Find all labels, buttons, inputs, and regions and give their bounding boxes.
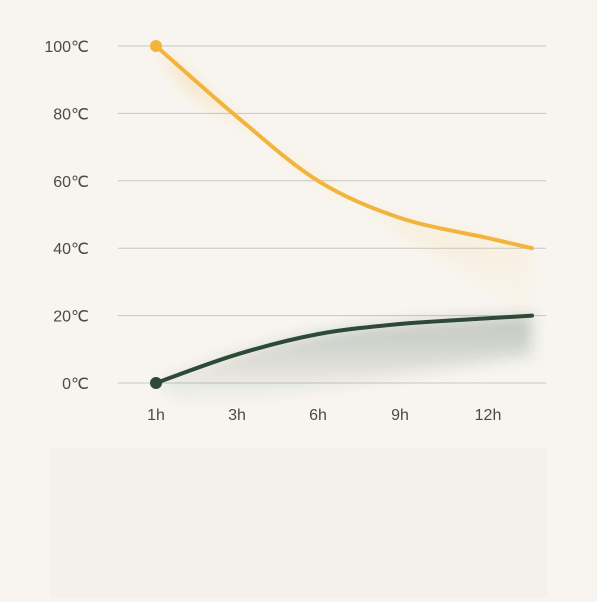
x-tick-label: 6h <box>309 407 327 424</box>
y-tick-label: 60℃ <box>53 174 89 191</box>
x-tick-label: 3h <box>228 407 246 424</box>
series-line-2 <box>154 313 534 385</box>
x-tick-label: 12h <box>475 407 502 424</box>
y-tick-label: 40℃ <box>53 241 89 258</box>
y-tick-label: 80℃ <box>53 106 89 123</box>
x-tick-label: 1h <box>147 407 165 424</box>
line-shadows <box>156 46 532 407</box>
series-lines <box>150 40 534 389</box>
series-line-2-glow <box>156 315 532 407</box>
series-line-1-start-point <box>150 40 162 52</box>
y-tick-label: 100℃ <box>44 39 89 56</box>
bottom-background-panel <box>50 448 547 597</box>
x-tick-label: 9h <box>391 407 409 424</box>
series-line-1 <box>154 44 534 251</box>
y-axis-tick-labels: 100℃ 80℃ 60℃ 40℃ 20℃ 0℃ <box>44 39 89 393</box>
y-tick-label: 0℃ <box>62 376 89 393</box>
y-tick-label: 20℃ <box>53 309 89 326</box>
x-axis-tick-labels: 1h 3h 6h 9h 12h <box>147 407 501 424</box>
series-line-2-start-point <box>150 377 162 389</box>
series-line-1-glow <box>156 46 532 319</box>
